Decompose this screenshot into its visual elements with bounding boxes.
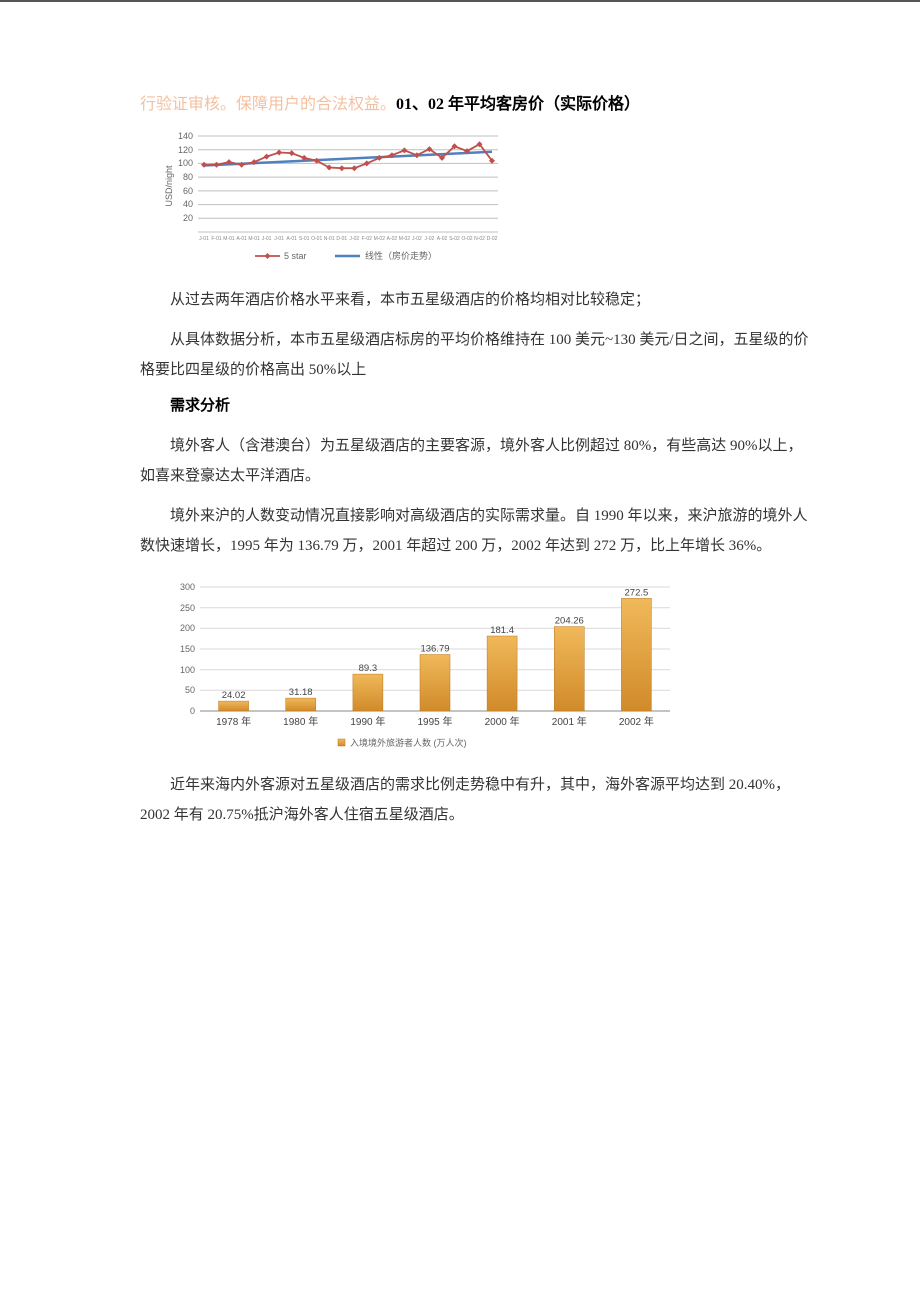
svg-text:F-01: F-01: [211, 236, 222, 242]
line-chart-grid: [198, 136, 498, 232]
svg-text:250: 250: [180, 603, 195, 613]
svg-text:1995 年: 1995 年: [417, 715, 452, 728]
svg-text:89.3: 89.3: [359, 663, 378, 674]
svg-text:J-01: J-01: [274, 236, 284, 242]
line-chart-yticks: 20 40 60 80 100 120 140: [178, 131, 193, 223]
line-chart: 20 40 60 80 100 120 140 USD/night: [160, 130, 505, 270]
paragraph-4: 境外来沪的人数变动情况直接影响对高级酒店的实际需求量。自 1990 年以来，来沪…: [140, 501, 810, 561]
svg-text:J-02: J-02: [412, 236, 422, 242]
document-page: 行验证审核。保障用户的合法权益。01、02 年平均客房价（实际价格） 20 40…: [0, 0, 920, 890]
svg-text:J-01: J-01: [262, 236, 272, 242]
svg-text:J-01: J-01: [199, 236, 209, 242]
paragraph-5: 近年来海内外客源对五星级酒店的需求比例走势稳中有升，其中，海外客源平均达到 20…: [140, 770, 810, 830]
svg-text:O-01: O-01: [311, 236, 322, 242]
svg-text:136.79: 136.79: [420, 643, 449, 654]
svg-text:D-01: D-01: [336, 236, 347, 242]
svg-text:M-01: M-01: [223, 236, 235, 242]
svg-text:1978 年: 1978 年: [216, 715, 251, 728]
svg-text:80: 80: [183, 172, 193, 182]
page-title-line: 行验证审核。保障用户的合法权益。01、02 年平均客房价（实际价格）: [140, 92, 810, 118]
svg-text:1980 年: 1980 年: [283, 715, 318, 728]
svg-text:60: 60: [183, 186, 193, 196]
svg-text:100: 100: [180, 665, 195, 675]
svg-text:M-01: M-01: [248, 236, 260, 242]
paragraph-2: 从具体数据分析，本市五星级酒店标房的平均价格维持在 100 美元~130 美元/…: [140, 325, 810, 385]
line-chart-ylabel: USD/night: [164, 165, 174, 207]
svg-text:200: 200: [180, 623, 195, 633]
svg-text:O-02: O-02: [461, 236, 472, 242]
svg-text:150: 150: [180, 644, 195, 654]
svg-text:1990 年: 1990 年: [350, 715, 385, 728]
title-main: 01、02 年平均客房价（实际价格）: [396, 96, 640, 113]
bar-chart-legend: 入境境外旅游者人数 (万人次): [338, 737, 467, 748]
paragraph-1: 从过去两年酒店价格水平来看，本市五星级酒店的价格均相对比较稳定；: [140, 285, 810, 315]
bar-chart: 0 50 100 150 200 250 300 24.02 31.18: [160, 577, 684, 755]
svg-text:M-02: M-02: [399, 236, 411, 242]
heading-demand: 需求分析: [140, 391, 810, 421]
line-chart-legend: 5 star 线性（房价走势）: [255, 250, 437, 261]
svg-text:120: 120: [178, 145, 193, 155]
svg-text:140: 140: [178, 131, 193, 141]
bar-chart-yticks: 0 50 100 150 200 250 300: [180, 582, 195, 716]
svg-text:J-02: J-02: [425, 236, 435, 242]
svg-text:181.4: 181.4: [490, 625, 514, 636]
svg-text:S-01: S-01: [299, 236, 310, 242]
svg-text:A-02: A-02: [437, 236, 448, 242]
svg-text:40: 40: [183, 199, 193, 209]
title-faded-prefix: 行验证审核。保障用户的合法权益。: [140, 96, 396, 113]
svg-text:A-01: A-01: [286, 236, 297, 242]
svg-text:100: 100: [178, 158, 193, 168]
svg-text:F-02: F-02: [362, 236, 373, 242]
svg-text:线性（房价走势）: 线性（房价走势）: [365, 250, 437, 261]
svg-text:24.02: 24.02: [222, 690, 246, 701]
paragraph-3: 境外客人（含港澳台）为五星级酒店的主要客源，境外客人比例超过 80%，有些高达 …: [140, 431, 810, 491]
svg-text:D-02: D-02: [487, 236, 498, 242]
svg-text:入境境外旅游者人数 (万人次): 入境境外旅游者人数 (万人次): [350, 737, 467, 748]
svg-text:M-02: M-02: [374, 236, 386, 242]
svg-text:N-02: N-02: [474, 236, 485, 242]
data-markers: [201, 141, 495, 171]
svg-text:2001 年: 2001 年: [552, 715, 587, 728]
svg-text:2002 年: 2002 年: [619, 715, 654, 728]
svg-text:0: 0: [190, 706, 195, 716]
svg-text:272.5: 272.5: [625, 587, 649, 598]
svg-text:2000 年: 2000 年: [485, 715, 520, 728]
line-chart-xticks: J-01 F-01 M-01 A-01 M-01 J-01 J-01 A-01 …: [199, 236, 498, 242]
line-chart-container: 20 40 60 80 100 120 140 USD/night: [160, 130, 810, 275]
svg-text:A-02: A-02: [387, 236, 398, 242]
svg-text:5 star: 5 star: [284, 251, 307, 261]
bar-chart-container: 0 50 100 150 200 250 300 24.02 31.18: [160, 577, 810, 760]
svg-text:300: 300: [180, 582, 195, 592]
svg-text:31.18: 31.18: [289, 687, 313, 698]
svg-text:N-01: N-01: [324, 236, 335, 242]
svg-text:S-02: S-02: [449, 236, 460, 242]
svg-text:A-01: A-01: [236, 236, 247, 242]
svg-text:204.26: 204.26: [555, 615, 584, 626]
svg-text:J-02: J-02: [349, 236, 359, 242]
bars: [219, 598, 652, 711]
svg-text:20: 20: [183, 213, 193, 223]
bar-category-labels: 1978 年 1980 年 1990 年 1995 年 2000 年 2001 …: [216, 715, 654, 728]
svg-text:50: 50: [185, 685, 195, 695]
